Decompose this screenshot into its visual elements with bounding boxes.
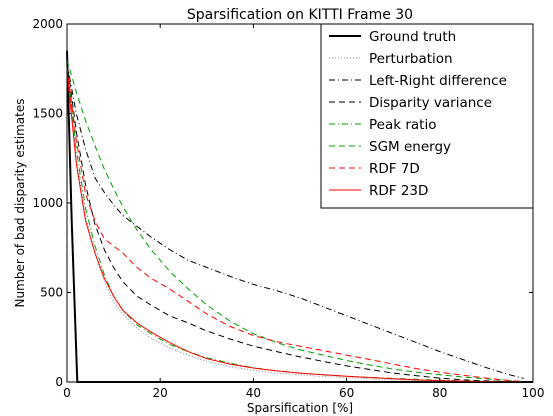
series-line-5: [66, 59, 524, 382]
y-tick-label: 0: [55, 375, 63, 389]
x-tick-label: 20: [153, 386, 168, 400]
series-line-3: [66, 61, 524, 383]
legend-entry-3: Disparity variance: [369, 95, 492, 111]
series-line-6: [66, 66, 524, 383]
y-axis-label: Number of bad disparity estimates: [13, 99, 27, 308]
y-tick-label: 500: [40, 286, 63, 300]
series-line-1: [66, 59, 529, 383]
legend-entry-6: RDF 7D: [369, 161, 420, 177]
legend-entry-1: Perturbation: [369, 51, 453, 67]
legend: Ground truth Perturbation Left-Right diffe…: [320, 23, 534, 209]
x-tick-label: 80: [432, 386, 447, 400]
x-tick-label: 40: [246, 386, 261, 400]
series-line-4: [66, 65, 524, 383]
y-tick-label: 1000: [32, 196, 63, 210]
x-tick-label: 60: [339, 386, 354, 400]
y-tick-label: 1500: [32, 107, 63, 121]
x-axis-label: Sparsification [%]: [247, 401, 353, 415]
legend-box: [320, 23, 534, 209]
legend-entry-7: RDF 23D: [369, 183, 428, 199]
legend-entry-4: Peak ratio: [369, 117, 436, 133]
x-tick-label: 0: [63, 386, 71, 400]
y-tick-label: 2000: [32, 17, 63, 31]
series-line-2: [66, 63, 524, 379]
series-line-7: [66, 70, 524, 383]
x-tick-label: 100: [522, 386, 545, 400]
legend-entry-2: Left-Right difference: [369, 73, 507, 89]
legend-entry-5: SGM energy: [369, 139, 451, 155]
chart-title: Sparsification on KITTI Frame 30: [187, 7, 413, 23]
legend-entry-0: Ground truth: [369, 29, 456, 45]
